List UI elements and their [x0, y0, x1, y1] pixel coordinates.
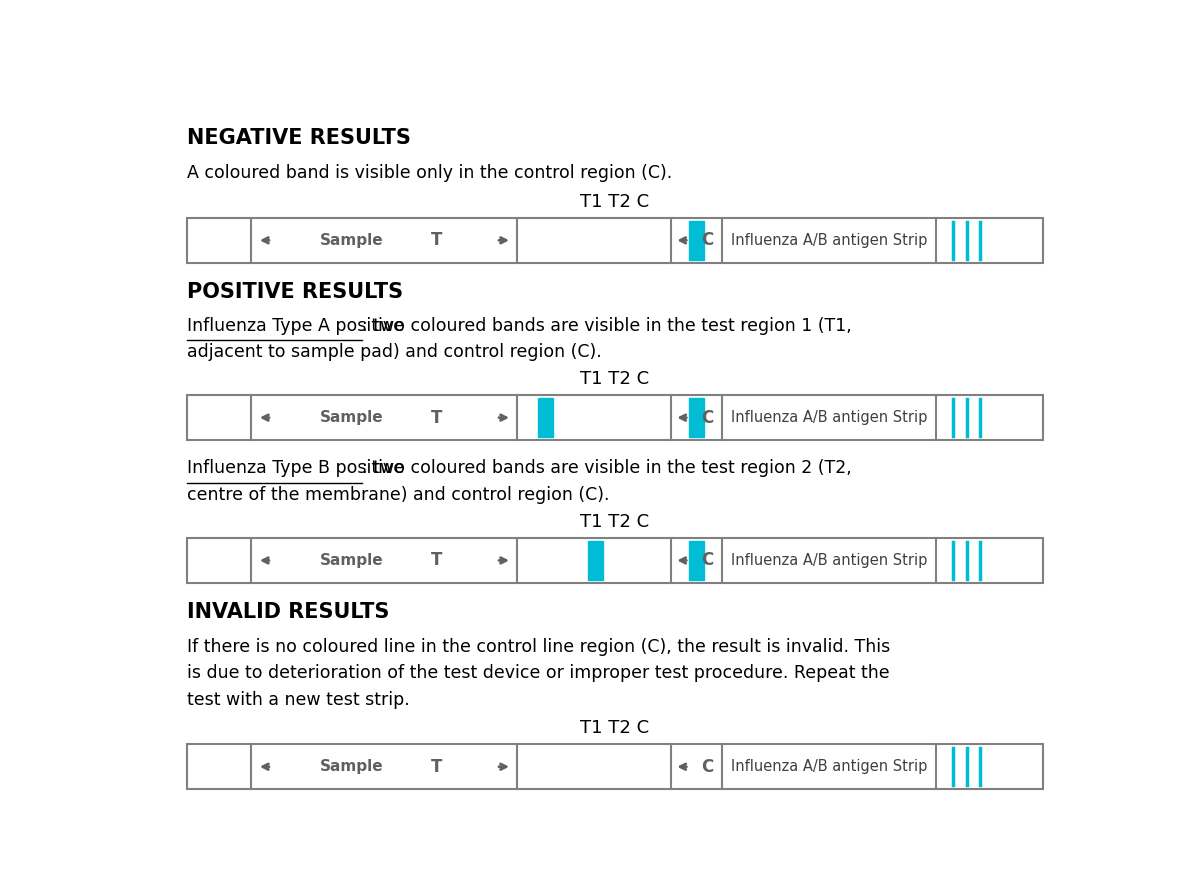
Text: C: C: [701, 551, 714, 570]
Text: T1 T2 C: T1 T2 C: [581, 193, 649, 211]
Bar: [187, 538, 1043, 583]
Text: Sample: Sample: [320, 759, 384, 774]
Text: centre of the membrane) and control region (C).: centre of the membrane) and control regi…: [187, 486, 610, 504]
Text: T: T: [431, 231, 443, 249]
Text: A coloured band is visible only in the control region (C).: A coloured band is visible only in the c…: [187, 164, 672, 182]
Text: C: C: [701, 409, 714, 426]
Text: C: C: [701, 231, 714, 249]
Text: Influenza Type B positive: Influenza Type B positive: [187, 460, 404, 478]
Text: Influenza A/B antigen Strip: Influenza A/B antigen Strip: [731, 759, 928, 774]
Text: test with a new test strip.: test with a new test strip.: [187, 691, 410, 709]
Text: T: T: [431, 409, 443, 426]
Text: Influenza Type A positive: Influenza Type A positive: [187, 316, 404, 334]
Text: T1 T2 C: T1 T2 C: [581, 513, 649, 531]
Bar: [689, 398, 704, 437]
Text: Influenza A/B antigen Strip: Influenza A/B antigen Strip: [731, 233, 928, 248]
Bar: [689, 541, 704, 580]
Text: NEGATIVE RESULTS: NEGATIVE RESULTS: [187, 128, 412, 148]
Bar: [538, 398, 553, 437]
Text: Sample: Sample: [320, 410, 384, 425]
Text: C: C: [701, 758, 714, 776]
Text: Influenza A/B antigen Strip: Influenza A/B antigen Strip: [731, 553, 928, 568]
Text: is due to deterioration of the test device or improper test procedure. Repeat th: is due to deterioration of the test devi…: [187, 664, 890, 682]
Text: adjacent to sample pad) and control region (C).: adjacent to sample pad) and control regi…: [187, 343, 602, 361]
Text: Sample: Sample: [320, 553, 384, 568]
Text: T: T: [431, 551, 443, 570]
Bar: [588, 541, 604, 580]
Bar: [187, 395, 1043, 440]
Bar: [689, 220, 704, 260]
Text: POSITIVE RESULTS: POSITIVE RESULTS: [187, 282, 403, 302]
Bar: [187, 218, 1043, 263]
Text: : two coloured bands are visible in the test region 1 (T1,: : two coloured bands are visible in the …: [361, 316, 851, 334]
Text: If there is no coloured line in the control line region (C), the result is inval: If there is no coloured line in the cont…: [187, 638, 890, 656]
Text: INVALID RESULTS: INVALID RESULTS: [187, 602, 390, 622]
Text: T1 T2 C: T1 T2 C: [581, 370, 649, 388]
Bar: [187, 745, 1043, 789]
Text: T1 T2 C: T1 T2 C: [581, 719, 649, 737]
Text: Influenza A/B antigen Strip: Influenza A/B antigen Strip: [731, 410, 928, 425]
Text: : two coloured bands are visible in the test region 2 (T2,: : two coloured bands are visible in the …: [361, 460, 851, 478]
Text: Sample: Sample: [320, 233, 384, 248]
Text: T: T: [431, 758, 443, 776]
